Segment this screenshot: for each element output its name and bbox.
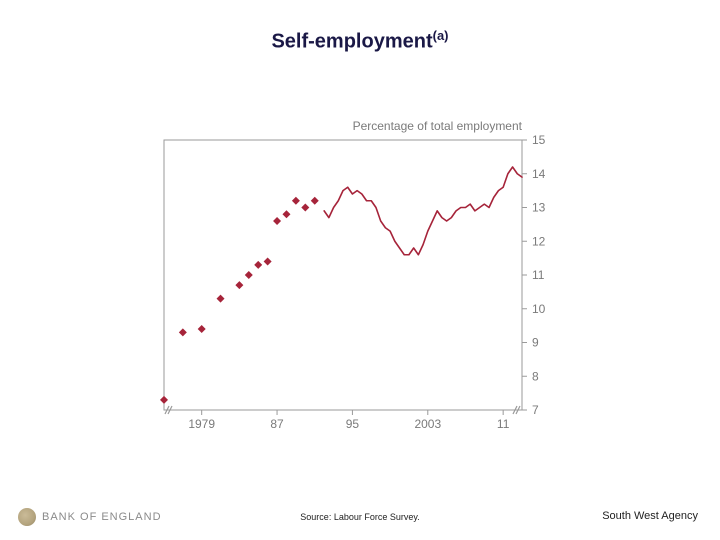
svg-text:9: 9 bbox=[532, 336, 539, 350]
footer-right: South West Agency bbox=[602, 510, 698, 522]
svg-text:15: 15 bbox=[532, 133, 546, 147]
footer-left-text: BANK OF ENGLAND bbox=[42, 511, 162, 523]
svg-text:13: 13 bbox=[532, 201, 546, 215]
svg-text:12: 12 bbox=[532, 234, 546, 248]
svg-text:95: 95 bbox=[346, 417, 360, 431]
chart-title: Self-employment(a) bbox=[0, 28, 720, 54]
svg-text:14: 14 bbox=[532, 167, 546, 181]
title-main: Self-employment bbox=[271, 31, 432, 53]
svg-text:2003: 2003 bbox=[414, 417, 441, 431]
svg-text:11: 11 bbox=[532, 268, 545, 282]
slide-root: Self-employment(a) Percentage of total e… bbox=[0, 0, 720, 540]
svg-text:8: 8 bbox=[532, 369, 539, 383]
title-superscript: (a) bbox=[433, 28, 449, 43]
svg-text:10: 10 bbox=[532, 302, 546, 316]
svg-text:7: 7 bbox=[532, 403, 539, 417]
svg-text:1979: 1979 bbox=[188, 417, 215, 431]
footer-left: BANK OF ENGLAND bbox=[18, 508, 162, 526]
svg-text:Percentage of total employment: Percentage of total employment bbox=[353, 119, 523, 133]
bank-logo-icon bbox=[18, 508, 36, 526]
self-employment-chart: Percentage of total employment 7 8 9 10 11 12 1… bbox=[150, 110, 570, 440]
svg-text:87: 87 bbox=[270, 417, 284, 431]
svg-text:11: 11 bbox=[497, 417, 510, 431]
chart-container: Percentage of total employment 7 8 9 10 11 12 1… bbox=[150, 110, 570, 445]
